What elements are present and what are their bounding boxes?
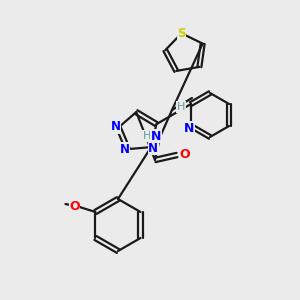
Text: N: N (110, 120, 121, 133)
Text: S: S (177, 27, 186, 40)
Text: N: N (184, 122, 194, 134)
Text: H: H (143, 131, 151, 141)
Text: N: N (151, 130, 161, 142)
Text: O: O (69, 200, 80, 212)
Text: H: H (177, 102, 185, 112)
Text: N: N (120, 142, 130, 156)
Text: N: N (148, 142, 158, 154)
Text: O: O (180, 148, 190, 161)
